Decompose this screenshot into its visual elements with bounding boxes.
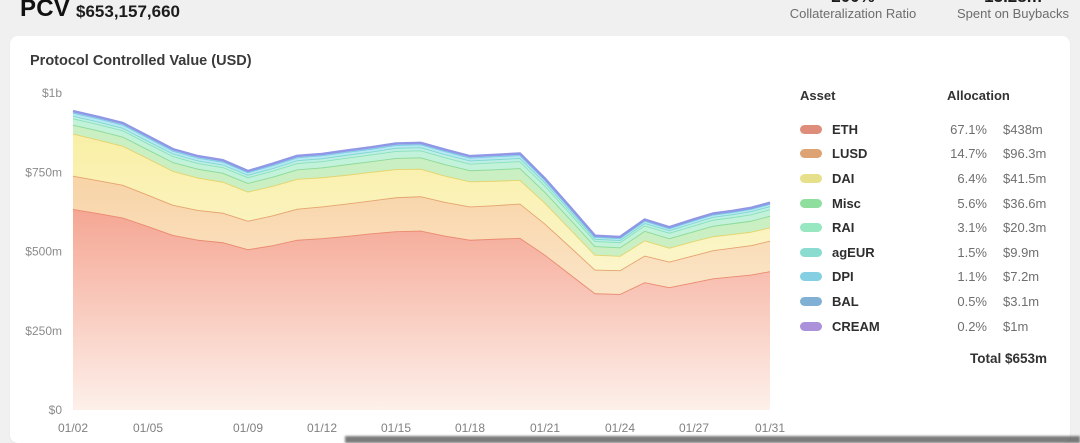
legend-swatch-icon bbox=[800, 198, 822, 208]
x-axis-tick: 01/12 bbox=[307, 421, 337, 435]
page-title: PCV bbox=[20, 0, 70, 22]
table-row-cream: CREAM 0.2% $1m bbox=[800, 314, 1052, 339]
collateralization-ratio-label: Collateralization Ratio bbox=[789, 6, 917, 21]
table-row-lusd: LUSD 14.7% $96.3m bbox=[800, 142, 1052, 167]
x-axis-tick: 01/18 bbox=[455, 421, 485, 435]
asset-name: DPI bbox=[832, 269, 854, 285]
table-row-misc: Misc 5.6% $36.6m bbox=[800, 191, 1052, 216]
asset-name: RAI bbox=[832, 220, 855, 236]
asset-percent: 0.2% bbox=[957, 318, 987, 334]
legend-swatch-icon bbox=[800, 223, 822, 233]
asset-amount: $9.9m bbox=[1003, 244, 1040, 260]
pcv-chart-card: Protocol Controlled Value (USD) $1b $750m… bbox=[10, 36, 1070, 443]
table-row-bal: BAL 0.5% $3.1m bbox=[800, 289, 1052, 314]
asset-percent: 1.1% bbox=[957, 269, 987, 285]
area-band-eth[interactable] bbox=[73, 209, 770, 410]
area-band-lusd[interactable] bbox=[73, 175, 770, 294]
legend-swatch-icon bbox=[800, 321, 822, 331]
asset-percent: 5.6% bbox=[957, 195, 987, 211]
asset-allocation-table: Asset Allocation ETH 67.1% $438m LUSD 14.7% $… bbox=[800, 88, 1052, 366]
y-axis-tick: $500m bbox=[25, 245, 62, 259]
table-header-row: Asset Allocation bbox=[800, 88, 1052, 103]
spent-on-buybacks-label: Spent on Buybacks bbox=[956, 6, 1070, 21]
asset-name: BAL bbox=[832, 293, 859, 309]
x-axis-tick: 01/27 bbox=[679, 421, 709, 435]
table-row-dai: DAI 6.4% $41.5m bbox=[800, 166, 1052, 191]
legend-swatch-icon bbox=[800, 272, 822, 282]
asset-amount: $41.5m bbox=[1003, 170, 1047, 186]
chart-title: Protocol Controlled Value (USD) bbox=[30, 53, 252, 69]
allocation-column-header: Allocation bbox=[947, 88, 1010, 103]
legend-swatch-icon bbox=[800, 124, 822, 134]
table-row-ageur: agEUR 1.5% $9.9m bbox=[800, 240, 1052, 265]
asset-name: ETH bbox=[832, 121, 858, 137]
asset-name: CREAM bbox=[832, 318, 880, 334]
cropped-content-strip bbox=[345, 436, 1080, 443]
pcv-total-value: $653,157,660 bbox=[76, 2, 180, 21]
table-row-eth: ETH 67.1% $438m bbox=[800, 117, 1052, 142]
asset-percent: 14.7% bbox=[950, 146, 987, 162]
collateralization-ratio-value: 200% bbox=[768, 0, 938, 7]
y-axis-tick: $0 bbox=[49, 403, 63, 417]
asset-percent: 67.1% bbox=[950, 121, 987, 137]
legend-swatch-icon bbox=[800, 173, 822, 183]
y-axis-tick: $1b bbox=[42, 86, 62, 100]
spent-on-buybacks-value: 13.28m bbox=[928, 0, 1080, 7]
table-row-rai: RAI 3.1% $20.3m bbox=[800, 215, 1052, 240]
asset-name: Misc bbox=[832, 195, 861, 211]
x-axis-tick: 01/24 bbox=[605, 421, 635, 435]
area-line-dpi bbox=[72, 111, 771, 240]
asset-amount: $36.6m bbox=[1003, 195, 1047, 211]
asset-amount: $20.3m bbox=[1003, 220, 1047, 236]
allocation-total: Total $653m bbox=[969, 351, 1047, 367]
asset-amount: $3.1m bbox=[1003, 293, 1040, 309]
asset-amount: $96.3m bbox=[1003, 146, 1047, 162]
y-axis-tick: $750m bbox=[25, 165, 62, 179]
asset-amount: $438m bbox=[1003, 121, 1043, 137]
asset-percent: 1.5% bbox=[957, 244, 987, 260]
asset-amount: $1m bbox=[1003, 318, 1029, 334]
asset-amount: $7.2m bbox=[1003, 269, 1040, 285]
asset-percent: 3.1% bbox=[957, 220, 987, 236]
asset-name: agEUR bbox=[832, 244, 875, 260]
area-line-misc bbox=[72, 123, 771, 249]
asset-name: DAI bbox=[832, 170, 855, 186]
table-row-dpi: DPI 1.1% $7.2m bbox=[800, 265, 1052, 290]
asset-percent: 6.4% bbox=[957, 170, 987, 186]
area-line-cream bbox=[72, 109, 771, 239]
legend-swatch-icon bbox=[800, 247, 822, 257]
pcv-stacked-area-chart[interactable]: $1b $750m $500m $250m $0 01/02 01/05 01/09 01/12… bbox=[10, 36, 1070, 443]
legend-swatch-icon bbox=[800, 296, 822, 306]
x-axis-tick: 01/21 bbox=[530, 421, 560, 435]
x-axis-tick: 01/02 bbox=[58, 421, 88, 435]
x-axis-tick: 01/15 bbox=[381, 421, 411, 435]
area-band-dai[interactable] bbox=[73, 133, 770, 271]
asset-name: LUSD bbox=[832, 146, 868, 162]
x-axis-tick: 01/05 bbox=[133, 421, 163, 435]
asset-percent: 0.5% bbox=[957, 293, 987, 309]
x-axis-tick: 01/31 bbox=[755, 421, 785, 435]
y-axis-tick: $250m bbox=[25, 324, 62, 338]
x-axis-tick: 01/09 bbox=[233, 421, 263, 435]
asset-column-header: Asset bbox=[800, 88, 836, 103]
legend-swatch-icon bbox=[800, 149, 822, 159]
